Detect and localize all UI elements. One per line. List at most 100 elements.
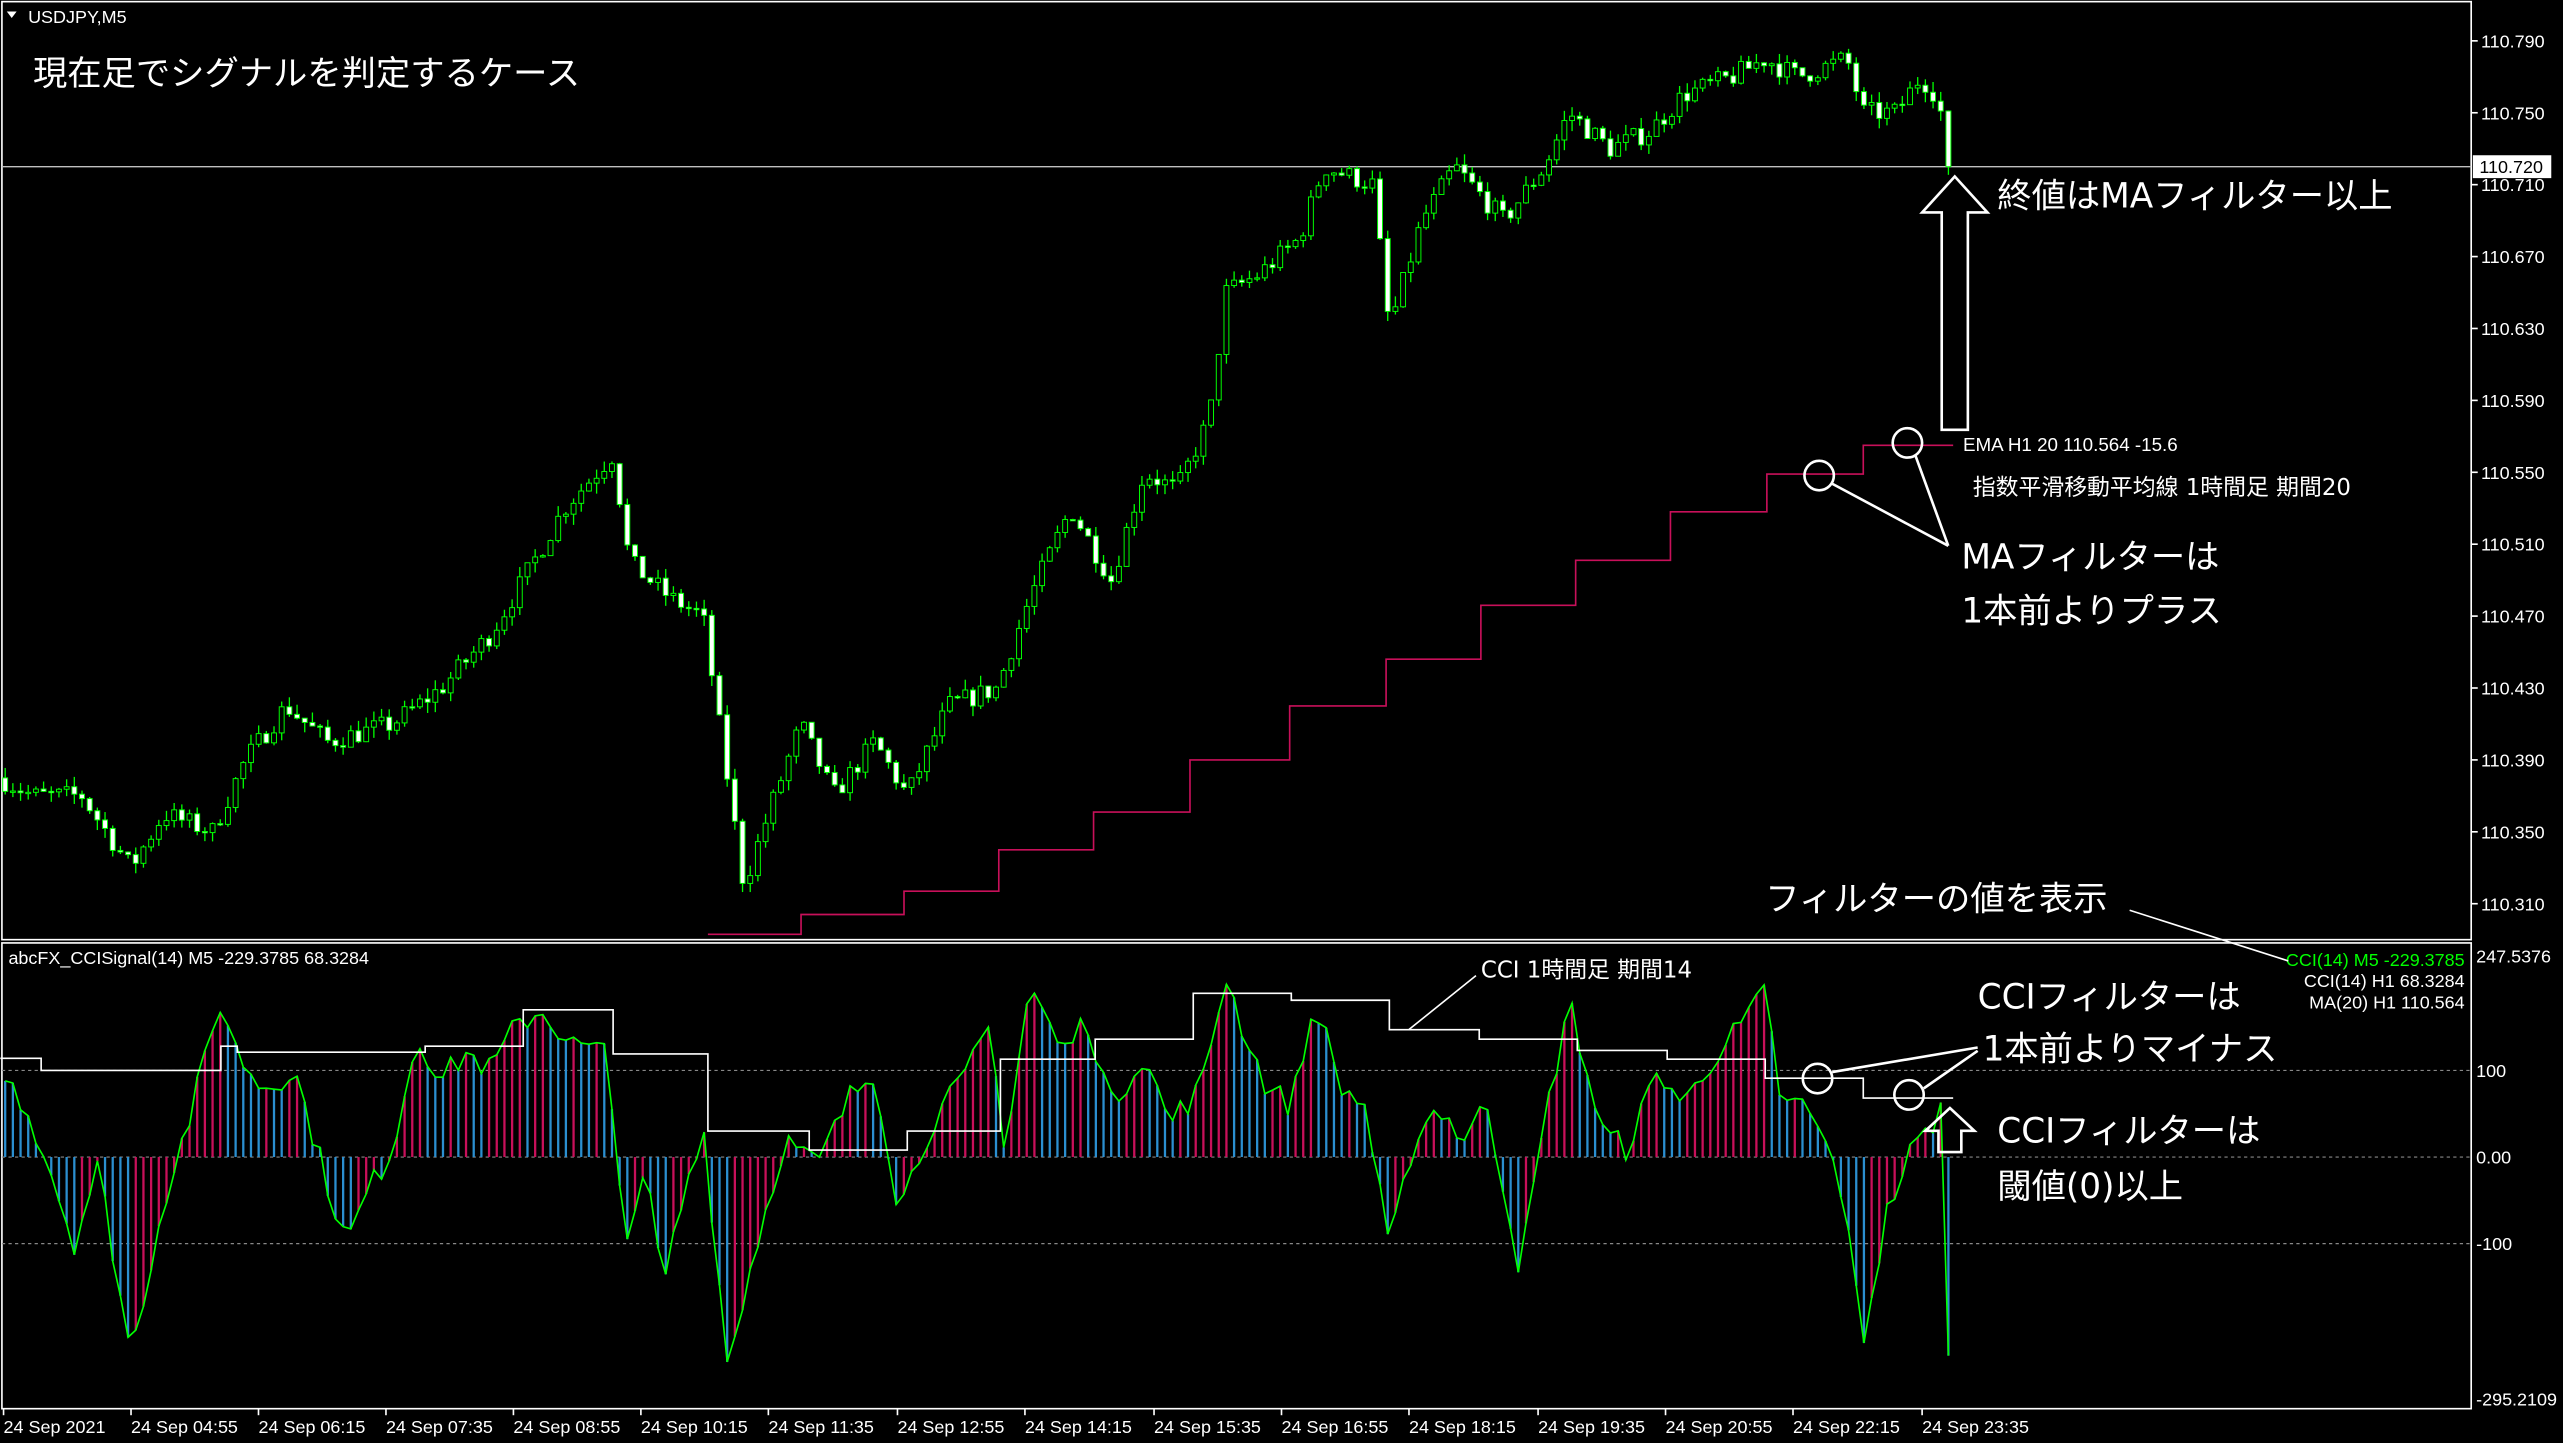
candle [1046, 545, 1053, 562]
candle [993, 685, 999, 702]
candle [1715, 66, 1721, 87]
candle [1284, 239, 1291, 254]
candle [1630, 127, 1637, 137]
candle [885, 747, 892, 769]
candle [63, 779, 70, 797]
candle [263, 730, 270, 744]
candle [1261, 256, 1268, 282]
candle [1423, 204, 1430, 230]
up-arrow-icon [1919, 174, 1991, 432]
annotation-cci-thresh-1: CCIフィルターは [1997, 1111, 2260, 1151]
candle [1668, 113, 1675, 129]
candle [1085, 527, 1092, 537]
candle [931, 726, 938, 751]
candle [1561, 110, 1568, 151]
candle [793, 726, 800, 764]
candle [1837, 51, 1844, 63]
candle [470, 646, 477, 668]
candle [685, 601, 692, 617]
candle [555, 506, 562, 543]
candle [1907, 81, 1913, 106]
candle [1331, 172, 1337, 182]
candle [1430, 187, 1437, 220]
candle [1108, 566, 1115, 591]
candle [1269, 258, 1276, 274]
candle [1592, 127, 1599, 142]
candle [601, 461, 608, 484]
candle [340, 737, 347, 755]
candle [25, 784, 32, 800]
time-label: 24 Sep 10:15 [641, 1417, 748, 1437]
candle [962, 679, 969, 699]
candle [1645, 130, 1652, 154]
candle [1530, 178, 1537, 190]
candle [286, 697, 293, 717]
candle [347, 725, 354, 748]
candle [1238, 275, 1245, 287]
candle [1469, 166, 1476, 185]
candle [440, 682, 446, 695]
candle [140, 845, 147, 868]
ema-h1-line [707, 444, 1954, 936]
candle [708, 610, 715, 686]
candle [1576, 111, 1583, 126]
price-axis: 110.790 110.750 110.710 110.670 110.630 110.5… [2471, 31, 2545, 914]
candle [739, 818, 746, 893]
price-label: 110.550 [2481, 463, 2545, 483]
annotation-show-values: フィルターの値を表示 [1765, 879, 2107, 919]
candle [209, 822, 216, 842]
price-label: 110.630 [2481, 319, 2545, 339]
symbol-title[interactable]: USDJPY,M5 [6, 7, 127, 27]
candle [1223, 278, 1230, 364]
candle [1622, 124, 1629, 151]
candle [32, 786, 39, 797]
sub-chart-frame [1, 942, 2473, 1410]
candle [893, 759, 900, 790]
time-label: 24 Sep 12:55 [897, 1417, 1004, 1437]
time-label: 24 Sep 06:15 [258, 1417, 365, 1437]
price-label: 110.790 [2481, 31, 2545, 51]
candle [278, 701, 285, 741]
candle [217, 819, 224, 827]
candle [1254, 272, 1261, 282]
candle [1776, 53, 1783, 85]
candle [1146, 474, 1153, 489]
candle [1538, 171, 1545, 187]
candle [201, 827, 208, 842]
pointer-lines-ma [1831, 455, 1950, 547]
candle [916, 763, 923, 785]
candle [1853, 57, 1860, 102]
candle [1338, 168, 1345, 177]
candle [1914, 77, 1921, 95]
candle [1039, 553, 1046, 593]
candle [1599, 125, 1606, 142]
candle [1922, 79, 1929, 103]
candle [79, 790, 85, 808]
dropdown-triangle-icon[interactable] [6, 11, 17, 18]
candle [224, 796, 231, 827]
candle [1945, 110, 1952, 175]
candle [2, 767, 9, 795]
candle [332, 738, 339, 752]
candle [1231, 271, 1238, 288]
candle [701, 599, 708, 627]
candle [1584, 115, 1591, 140]
candle [1361, 180, 1368, 195]
candle [970, 687, 976, 717]
candle [808, 721, 815, 740]
annotation-cci-desc: CCI 1時間足 期間14 [1481, 957, 1692, 983]
annotation-ema-desc: 指数平滑移動平均線 1時間足 期間20 [1973, 475, 2351, 501]
candle [1023, 598, 1030, 633]
candle [778, 776, 784, 795]
candle [1031, 575, 1038, 615]
candle [1546, 155, 1552, 182]
candle [939, 702, 946, 744]
price-label: 110.390 [2481, 750, 2545, 770]
candle [1177, 465, 1184, 485]
annotation-cci-filter-1: CCIフィルターは [1978, 977, 2241, 1017]
candle [801, 721, 807, 734]
scale-0: 0.00 [2476, 1148, 2511, 1168]
circle-marker-ema-prev [1803, 459, 1836, 492]
candle [693, 601, 700, 617]
